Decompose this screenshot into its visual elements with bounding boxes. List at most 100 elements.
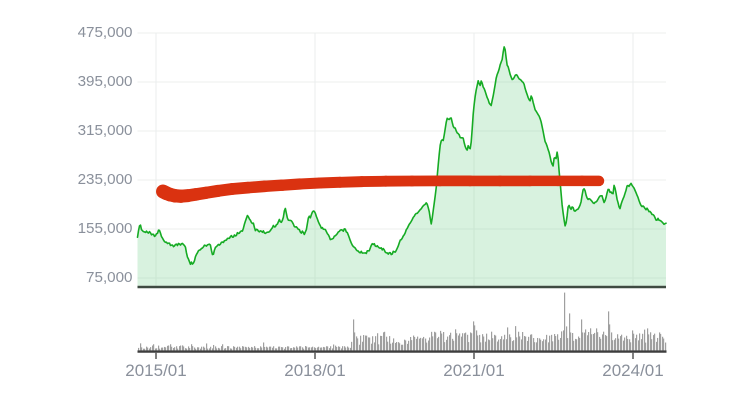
volume-bar xyxy=(626,335,628,351)
volume-bar xyxy=(324,347,326,351)
volume-bar xyxy=(362,341,364,351)
volume-bar xyxy=(602,334,604,351)
volume-bar xyxy=(642,333,644,351)
volume-bar xyxy=(195,348,197,351)
volume-bar xyxy=(578,336,580,351)
volume-bar xyxy=(281,347,283,351)
volume-bar xyxy=(536,342,538,351)
volume-bar xyxy=(203,346,205,351)
volume-bar xyxy=(140,343,142,351)
volume-bar xyxy=(246,347,248,351)
volume-bar xyxy=(593,333,595,351)
volume-bar xyxy=(618,338,620,351)
volume-bar xyxy=(381,336,383,351)
volume-bar xyxy=(654,333,656,351)
volume-bar xyxy=(188,346,190,351)
volume-bar xyxy=(162,347,164,351)
volume-bar xyxy=(585,329,587,351)
volume-bar xyxy=(197,347,199,351)
volume-bar xyxy=(494,334,496,351)
volume-bar xyxy=(177,348,179,351)
volume-bar xyxy=(365,335,367,351)
volume-bar xyxy=(201,346,203,351)
volume-bar xyxy=(507,327,509,351)
volume-bar xyxy=(399,343,401,351)
volume-bar xyxy=(662,336,664,351)
volume-bar xyxy=(390,343,392,351)
volume-bar xyxy=(230,348,232,351)
volume-bar xyxy=(455,329,457,351)
volume-bar xyxy=(251,346,253,351)
volume-bar xyxy=(170,344,172,351)
volume-bar xyxy=(612,340,614,351)
volume-bar xyxy=(299,346,301,351)
volume-bar xyxy=(182,345,184,351)
volume-bar xyxy=(335,345,337,351)
volume-bar xyxy=(543,339,545,351)
volume-bar xyxy=(629,339,631,351)
volume-bar xyxy=(522,332,524,351)
volume-bar xyxy=(428,340,430,351)
volume-bar xyxy=(467,334,469,351)
volume-bar xyxy=(392,342,394,351)
volume-bar xyxy=(338,346,340,351)
volume-bar xyxy=(641,339,643,351)
volume-bar xyxy=(503,339,505,351)
volume-bar xyxy=(443,332,445,351)
volume-bar xyxy=(479,334,481,351)
volume-bar xyxy=(224,348,226,351)
volume-bar xyxy=(221,346,223,351)
volume-bar xyxy=(243,346,245,351)
volume-bar xyxy=(546,334,548,351)
volume-bar xyxy=(389,336,391,351)
hand-drawn-red-stroke[interactable] xyxy=(156,175,605,203)
volume-bar xyxy=(306,346,308,351)
volume-bar xyxy=(356,336,358,351)
volume-bars xyxy=(138,292,667,351)
volume-bar xyxy=(582,332,584,351)
volume-bar xyxy=(653,335,655,351)
volume-bar xyxy=(228,346,230,351)
volume-bar xyxy=(456,333,458,351)
volume-bar xyxy=(420,337,422,351)
volume-bar xyxy=(482,334,484,351)
price-series xyxy=(136,46,667,286)
volume-bar xyxy=(153,344,155,351)
volume-bar xyxy=(296,346,298,351)
price-area-fill xyxy=(137,46,666,286)
volume-bar xyxy=(524,336,526,351)
volume-bar xyxy=(318,346,320,351)
volume-bar xyxy=(213,344,215,351)
volume-bar xyxy=(542,341,544,351)
volume-bar xyxy=(513,340,515,351)
volume-bar xyxy=(606,336,608,351)
volume-bar xyxy=(527,340,529,351)
volume-bar xyxy=(438,336,440,351)
volume-bar xyxy=(293,347,295,351)
volume-bar xyxy=(174,347,176,351)
volume-bar xyxy=(497,341,499,351)
volume-bar xyxy=(396,342,398,351)
volume-bar xyxy=(579,337,581,351)
volume-bar xyxy=(509,334,511,351)
volume-bar xyxy=(219,348,221,351)
volume-bar xyxy=(341,348,343,351)
volume-bar xyxy=(279,346,281,351)
volume-bar xyxy=(422,338,424,351)
volume-bar xyxy=(159,348,161,351)
volume-bar xyxy=(558,339,560,351)
volume-bar xyxy=(471,333,473,351)
volume-bar xyxy=(329,348,331,351)
volume-bar xyxy=(584,332,586,351)
volume-bar xyxy=(258,348,260,351)
volume-bar xyxy=(252,347,254,351)
volume-bar xyxy=(342,346,344,351)
volume-bar xyxy=(411,340,413,351)
volume-bar xyxy=(545,339,547,351)
volume-bar xyxy=(440,330,442,351)
volume-bar xyxy=(185,348,187,351)
volume-bar xyxy=(200,348,202,351)
volume-bar xyxy=(473,321,475,351)
volume-bar xyxy=(459,333,461,351)
